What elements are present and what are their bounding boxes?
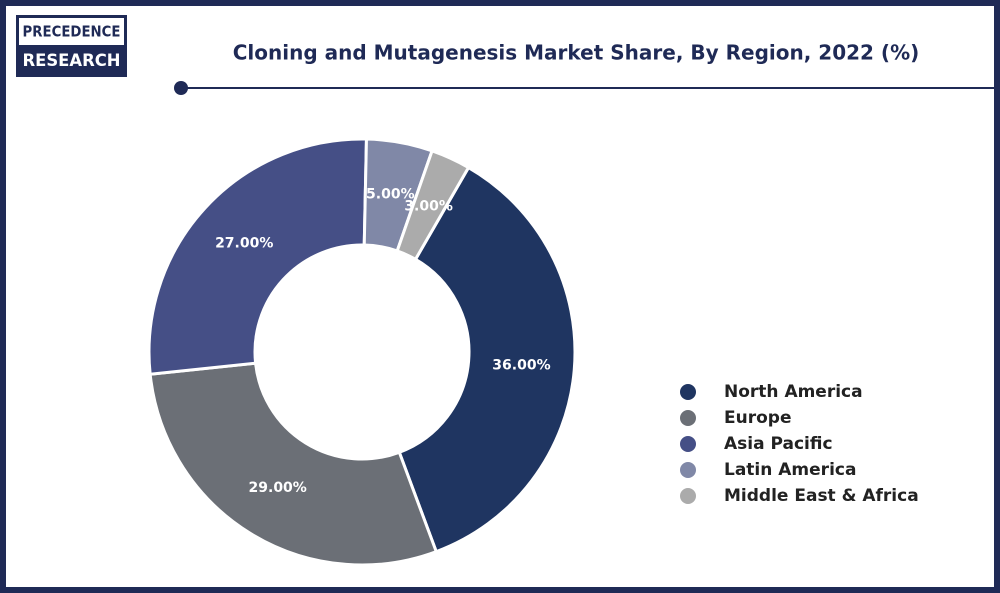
legend-label: North America — [724, 382, 863, 402]
chart-title: Cloning and Mutagenesis Market Share, By… — [233, 41, 920, 65]
slice-label: 36.00% — [492, 357, 550, 373]
legend-swatch — [680, 488, 696, 504]
legend-label: Latin America — [724, 460, 856, 480]
logo-line2: RESEARCH — [23, 51, 121, 71]
legend-swatch — [680, 410, 696, 426]
legend-label: Middle East & Africa — [724, 486, 919, 506]
legend: North America Europe Asia Pacific Latin Ame… — [680, 382, 919, 506]
slice-label: 3.00% — [404, 199, 453, 215]
legend-swatch — [680, 384, 696, 400]
slice — [147, 137, 368, 376]
legend-swatch — [680, 436, 696, 452]
slice — [395, 148, 471, 262]
donut: 36.00% 29.00% 27.00% 5.00%3.00% — [147, 137, 577, 567]
slice-label: 29.00% — [249, 480, 307, 496]
slice — [397, 165, 577, 554]
title-dot — [174, 81, 188, 95]
legend-swatch — [680, 462, 696, 478]
logo-top — [19, 18, 124, 45]
legend-label: Asia Pacific — [724, 434, 833, 454]
logo-line1: PRECEDENCE — [23, 23, 121, 41]
legend-label: Europe — [724, 408, 791, 428]
slice-label: 27.00% — [215, 236, 273, 252]
slice — [148, 361, 439, 567]
slice-label: 5.00% — [366, 187, 415, 203]
